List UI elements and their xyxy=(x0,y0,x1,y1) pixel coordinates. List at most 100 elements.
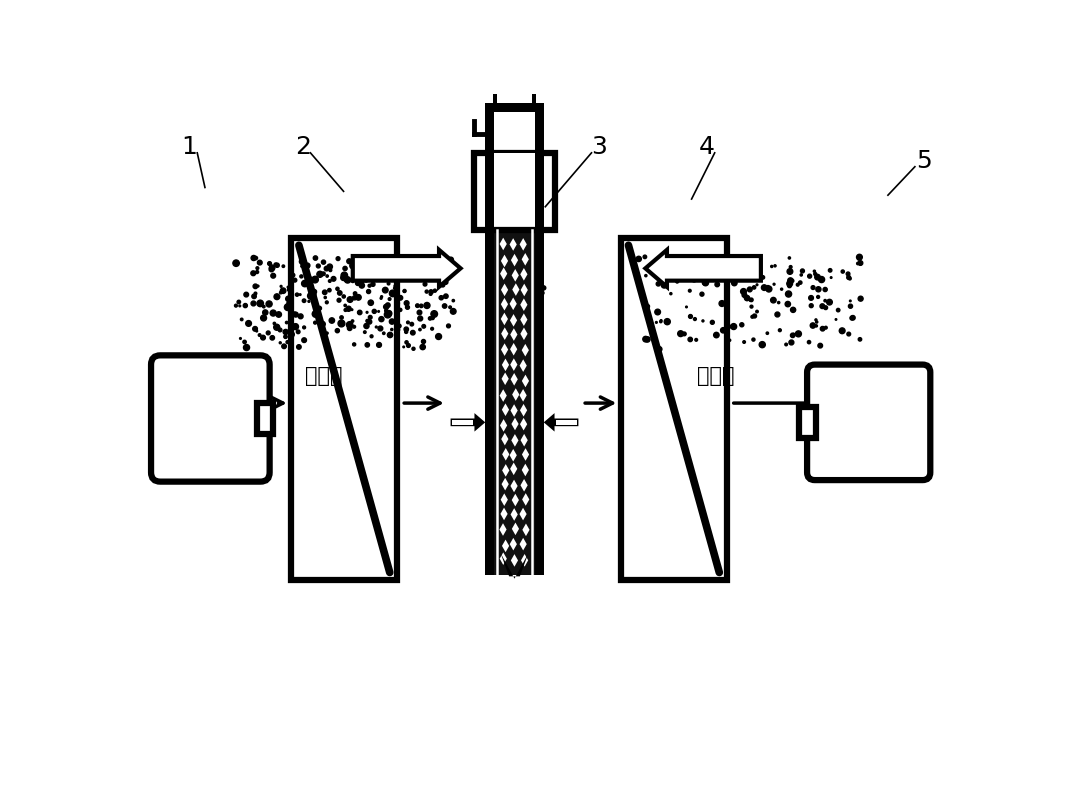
Circle shape xyxy=(656,281,661,286)
Circle shape xyxy=(279,328,282,332)
Circle shape xyxy=(801,274,803,276)
Circle shape xyxy=(785,291,792,297)
Circle shape xyxy=(835,318,837,320)
Polygon shape xyxy=(502,448,509,461)
Circle shape xyxy=(415,304,420,307)
Circle shape xyxy=(316,271,323,277)
Circle shape xyxy=(430,327,434,330)
Circle shape xyxy=(703,280,708,286)
Circle shape xyxy=(371,282,376,286)
Circle shape xyxy=(338,320,344,327)
Circle shape xyxy=(748,287,752,292)
Circle shape xyxy=(532,293,534,296)
Circle shape xyxy=(780,288,782,290)
Circle shape xyxy=(405,341,408,344)
Bar xyxy=(535,230,543,575)
Circle shape xyxy=(292,274,295,277)
Circle shape xyxy=(270,310,277,316)
Circle shape xyxy=(355,281,360,285)
Circle shape xyxy=(252,294,256,299)
Circle shape xyxy=(296,330,300,333)
Circle shape xyxy=(740,323,744,327)
Circle shape xyxy=(643,255,647,259)
Circle shape xyxy=(239,305,241,307)
Circle shape xyxy=(240,338,241,340)
Circle shape xyxy=(338,291,342,296)
Circle shape xyxy=(377,343,382,347)
Circle shape xyxy=(351,309,353,310)
Circle shape xyxy=(824,299,826,302)
Polygon shape xyxy=(502,464,509,476)
Bar xyxy=(485,103,495,152)
Polygon shape xyxy=(522,523,529,536)
Circle shape xyxy=(745,296,750,301)
Circle shape xyxy=(367,289,370,293)
Polygon shape xyxy=(451,413,485,432)
Circle shape xyxy=(440,272,447,278)
Text: 1: 1 xyxy=(182,134,198,159)
Polygon shape xyxy=(500,508,508,520)
Circle shape xyxy=(387,282,390,285)
Circle shape xyxy=(397,324,401,328)
Circle shape xyxy=(655,309,661,315)
Circle shape xyxy=(429,292,433,296)
Circle shape xyxy=(750,305,753,308)
Circle shape xyxy=(353,292,357,296)
Circle shape xyxy=(451,309,456,314)
Circle shape xyxy=(411,330,415,335)
FancyBboxPatch shape xyxy=(807,365,931,480)
Circle shape xyxy=(425,290,428,293)
Circle shape xyxy=(243,344,250,351)
Circle shape xyxy=(760,342,765,347)
Circle shape xyxy=(258,334,261,336)
Circle shape xyxy=(396,328,399,332)
Circle shape xyxy=(640,292,642,295)
Circle shape xyxy=(346,307,351,311)
Circle shape xyxy=(301,338,307,343)
Polygon shape xyxy=(512,523,519,535)
Circle shape xyxy=(420,262,426,268)
Circle shape xyxy=(275,312,282,318)
Circle shape xyxy=(813,273,817,275)
Circle shape xyxy=(836,308,840,312)
Circle shape xyxy=(383,332,385,335)
Circle shape xyxy=(826,299,833,305)
Circle shape xyxy=(829,269,832,272)
Circle shape xyxy=(717,266,720,270)
Circle shape xyxy=(505,329,508,332)
Circle shape xyxy=(671,274,676,278)
Circle shape xyxy=(410,322,413,326)
Circle shape xyxy=(342,295,345,298)
Circle shape xyxy=(299,294,301,296)
Circle shape xyxy=(310,280,313,283)
Circle shape xyxy=(492,291,497,296)
Circle shape xyxy=(300,275,303,278)
Circle shape xyxy=(528,312,532,314)
Circle shape xyxy=(388,298,391,300)
Circle shape xyxy=(795,331,802,337)
Circle shape xyxy=(689,314,692,318)
Circle shape xyxy=(540,291,544,295)
Bar xyxy=(493,85,497,112)
Polygon shape xyxy=(501,358,509,371)
Polygon shape xyxy=(501,328,508,340)
Circle shape xyxy=(280,342,281,343)
Circle shape xyxy=(441,258,447,264)
Circle shape xyxy=(815,274,820,280)
Circle shape xyxy=(378,326,383,331)
Polygon shape xyxy=(522,375,529,387)
Circle shape xyxy=(326,332,328,334)
Circle shape xyxy=(422,340,425,343)
Circle shape xyxy=(516,296,520,299)
Bar xyxy=(799,407,817,438)
Circle shape xyxy=(664,318,670,325)
Circle shape xyxy=(273,322,275,325)
Circle shape xyxy=(441,283,444,287)
Circle shape xyxy=(425,260,428,263)
Circle shape xyxy=(282,344,286,348)
Circle shape xyxy=(816,325,818,327)
Circle shape xyxy=(750,298,753,302)
Circle shape xyxy=(859,296,863,301)
Text: 3: 3 xyxy=(591,134,607,159)
Polygon shape xyxy=(512,269,519,281)
